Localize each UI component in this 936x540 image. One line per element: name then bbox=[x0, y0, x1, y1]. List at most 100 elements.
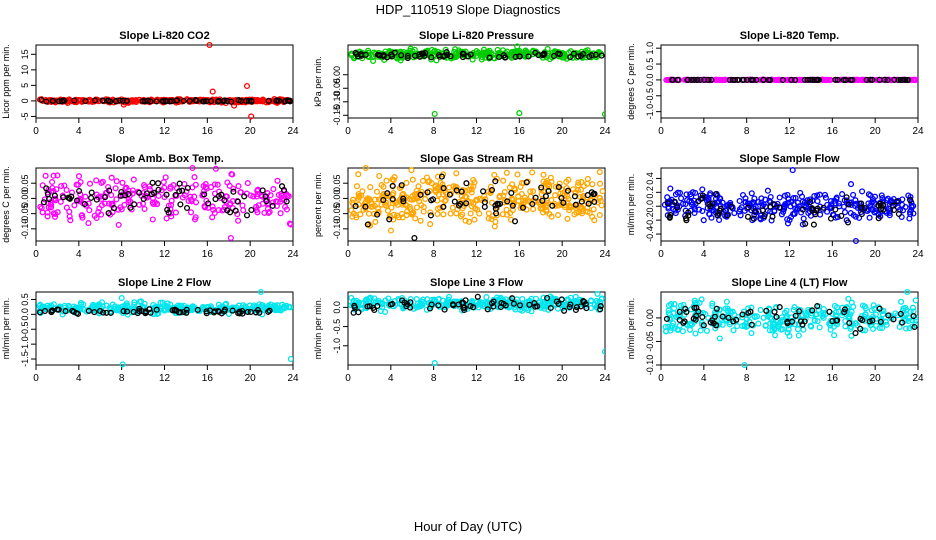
data-point bbox=[85, 307, 92, 314]
data-point bbox=[230, 188, 237, 195]
data-point bbox=[665, 302, 673, 309]
data-point bbox=[248, 113, 255, 120]
data-point bbox=[98, 299, 106, 306]
data-point bbox=[679, 200, 687, 207]
data-point bbox=[519, 307, 526, 314]
data-point bbox=[52, 210, 59, 218]
data-point bbox=[44, 209, 51, 216]
data-point bbox=[799, 311, 806, 318]
x-tick-label: 20 bbox=[245, 126, 257, 137]
data-point bbox=[601, 111, 605, 118]
x-tick-label: 12 bbox=[784, 373, 796, 384]
data-point bbox=[372, 218, 379, 225]
data-point bbox=[350, 309, 357, 316]
data-point bbox=[566, 304, 573, 311]
data-point bbox=[510, 300, 517, 307]
data-point bbox=[248, 97, 255, 104]
data-point bbox=[457, 200, 464, 207]
data-point bbox=[38, 205, 45, 212]
data-point bbox=[215, 192, 222, 200]
x-tick-label: 8 bbox=[119, 373, 125, 384]
data-point bbox=[886, 212, 893, 219]
y-tick-label: 0.5 bbox=[20, 293, 30, 306]
data-point bbox=[849, 320, 856, 327]
data-point bbox=[858, 200, 865, 207]
data-point bbox=[488, 186, 496, 194]
data-point bbox=[86, 207, 93, 214]
data-point bbox=[118, 294, 125, 302]
data-point bbox=[440, 203, 447, 210]
data-point bbox=[78, 212, 86, 219]
data-point bbox=[422, 195, 429, 203]
data-point bbox=[852, 330, 859, 337]
x-tick-label: 20 bbox=[245, 249, 257, 260]
data-points bbox=[36, 41, 293, 120]
y-axis-label: degrees C per min. bbox=[1, 166, 11, 243]
data-point bbox=[77, 306, 84, 313]
data-point bbox=[769, 213, 776, 220]
data-point bbox=[447, 210, 454, 217]
data-point bbox=[768, 217, 775, 224]
data-point bbox=[876, 324, 883, 331]
data-point bbox=[801, 318, 808, 325]
data-point bbox=[367, 184, 374, 191]
data-point bbox=[906, 215, 913, 222]
data-point bbox=[177, 201, 184, 208]
data-point bbox=[511, 218, 519, 225]
data-point bbox=[273, 97, 280, 104]
data-point bbox=[509, 295, 516, 302]
data-point bbox=[417, 217, 424, 224]
data-points bbox=[36, 288, 293, 368]
data-point bbox=[897, 310, 904, 317]
data-point bbox=[881, 76, 888, 83]
data-point bbox=[744, 213, 752, 220]
data-point bbox=[570, 186, 577, 193]
data-point bbox=[777, 319, 784, 326]
y-tick-label: 0.4 bbox=[645, 172, 655, 185]
data-point bbox=[400, 198, 407, 205]
data-point bbox=[108, 174, 115, 181]
x-tick-label: 4 bbox=[388, 126, 394, 137]
data-point bbox=[834, 321, 841, 328]
data-point bbox=[794, 199, 801, 206]
data-point bbox=[232, 207, 239, 214]
data-point bbox=[766, 306, 773, 313]
data-point bbox=[760, 76, 767, 84]
y-tick-label: -0.5 bbox=[332, 319, 342, 335]
data-point bbox=[564, 215, 571, 222]
x-tick-label: 8 bbox=[744, 373, 750, 384]
data-point bbox=[694, 76, 701, 84]
data-point bbox=[575, 53, 582, 60]
x-tick-label: 16 bbox=[514, 373, 526, 384]
data-point bbox=[555, 202, 562, 209]
data-point bbox=[474, 196, 481, 203]
data-point bbox=[390, 190, 397, 197]
data-point bbox=[420, 50, 427, 57]
data-point bbox=[528, 295, 535, 302]
data-point bbox=[879, 324, 886, 332]
data-point bbox=[814, 198, 821, 205]
data-point bbox=[372, 196, 379, 203]
panel-title: Slope Sample Flow bbox=[739, 153, 840, 165]
data-point bbox=[257, 288, 264, 296]
data-point bbox=[558, 194, 565, 202]
data-point bbox=[876, 305, 883, 312]
figure-xlabel: Hour of Day (UTC) bbox=[414, 519, 522, 534]
x-tick-label: 20 bbox=[870, 126, 882, 137]
data-point bbox=[414, 300, 421, 307]
data-point bbox=[491, 223, 498, 230]
data-point bbox=[41, 307, 49, 315]
data-point bbox=[792, 76, 799, 84]
data-point bbox=[82, 193, 89, 200]
data-point bbox=[875, 215, 882, 222]
data-point bbox=[747, 308, 754, 315]
data-point bbox=[573, 304, 580, 311]
data-point bbox=[265, 308, 272, 315]
data-point bbox=[171, 306, 179, 313]
data-point bbox=[228, 98, 235, 105]
data-point bbox=[283, 198, 290, 205]
data-point bbox=[848, 332, 855, 339]
data-point bbox=[434, 210, 441, 218]
x-tick-label: 8 bbox=[744, 249, 750, 260]
